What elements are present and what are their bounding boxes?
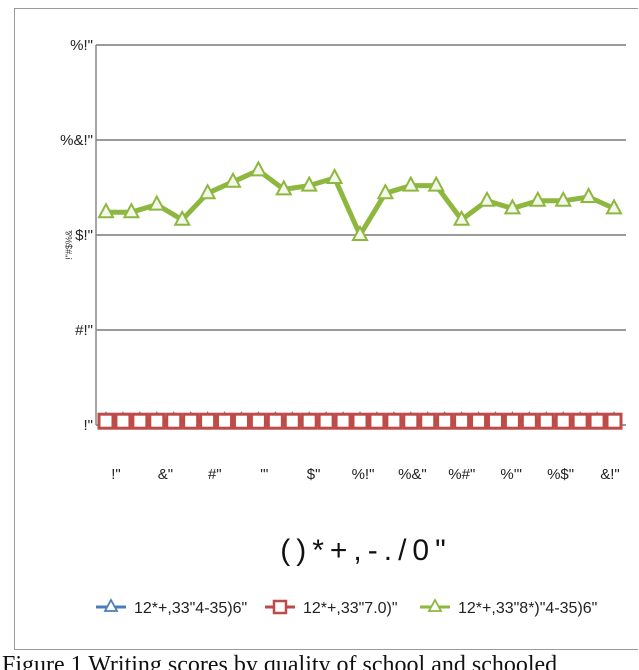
x-tick-label: %!"	[352, 466, 375, 483]
data-point	[579, 186, 598, 203]
x-tick-label: %$"	[547, 466, 574, 483]
data-point	[283, 412, 301, 430]
data-point	[165, 412, 183, 430]
legend: 12*+,33"4-35)6" 12*+,33"7.0)" 12*+,33"8*)"…	[96, 598, 597, 617]
series	[97, 160, 623, 430]
legend-item: 12*+,33"8*)"4-35)6"	[420, 598, 597, 617]
legend-swatch-marker	[103, 598, 119, 612]
data-point	[452, 209, 471, 226]
data-point	[275, 179, 293, 196]
y-tick-label: %!"	[70, 37, 93, 54]
data-point	[122, 202, 141, 219]
y-tick-labels: !" #!" $!" %&!" %!"	[60, 37, 93, 434]
data-point	[503, 198, 522, 215]
data-point	[503, 412, 521, 430]
data-point	[368, 412, 386, 430]
data-point	[376, 183, 395, 200]
data-point	[385, 412, 403, 430]
figure-caption: Figure 1 Writing scores by quality of sc…	[2, 652, 558, 670]
legend-label: 12*+,33"7.0)"	[303, 600, 398, 617]
legend-swatch-marker	[427, 598, 443, 612]
data-point	[148, 412, 166, 430]
series-3	[97, 160, 623, 241]
legend-label: 12*+,33"4-35)6"	[134, 600, 247, 617]
x-axis-label: ()*+,-./0"	[280, 534, 452, 567]
data-point	[300, 175, 318, 192]
x-tick-label: &!"	[600, 466, 620, 483]
data-point	[182, 412, 200, 430]
y-tick-label: #!"	[75, 322, 93, 339]
data-point	[529, 190, 547, 207]
data-point	[300, 412, 318, 430]
x-tick-label: %&"	[398, 466, 427, 483]
data-point	[478, 190, 496, 207]
data-point	[571, 412, 589, 430]
data-point	[588, 412, 606, 430]
figure-caption-strip: Figure 1 Writing scores by quality of sc…	[0, 648, 639, 670]
x-tick-label: &"	[158, 466, 173, 483]
data-point	[97, 202, 115, 219]
data-point	[351, 412, 369, 430]
data-point	[351, 224, 369, 241]
data-point	[537, 412, 555, 430]
data-point	[334, 412, 352, 430]
data-point	[605, 198, 623, 215]
data-point	[554, 190, 572, 207]
x-tick-labels: !" &" #" '" $" %!" %&" %#" %'" %$" &!"	[111, 466, 620, 483]
data-point	[148, 194, 166, 211]
legend-swatch-marker	[272, 599, 288, 615]
y-tick-label: %&!"	[60, 132, 93, 149]
data-point	[131, 412, 149, 430]
line-chart: !" #!" $!" %&!" %!" !" &" #" '" $" %!" %&" %#" %'" %$…	[60, 37, 626, 617]
legend-item: 12*+,33"7.0)"	[265, 599, 398, 617]
data-point	[224, 171, 242, 188]
data-point	[453, 412, 471, 430]
data-point	[419, 412, 437, 430]
data-point	[249, 160, 268, 177]
data-point	[427, 175, 445, 192]
data-point	[325, 167, 344, 184]
x-tick-label: %'"	[500, 466, 522, 483]
x-tick-label: !"	[111, 466, 121, 483]
data-point	[486, 412, 504, 430]
y-tick-label: !"	[84, 417, 94, 434]
data-point	[317, 412, 335, 430]
data-point	[198, 183, 217, 200]
legend-label: 12*+,33"8*)"4-35)6"	[458, 600, 597, 617]
data-point	[199, 412, 217, 430]
data-point	[402, 175, 420, 192]
data-point	[114, 412, 132, 430]
x-tick-label: %#"	[448, 466, 475, 483]
data-point	[436, 412, 454, 430]
data-point	[402, 412, 420, 430]
x-tick-label: #"	[208, 466, 222, 483]
data-point	[266, 412, 284, 430]
data-point	[520, 412, 538, 430]
data-point	[232, 412, 250, 430]
x-tick-label: $"	[307, 466, 321, 483]
data-point	[470, 412, 488, 430]
data-point	[605, 412, 623, 430]
data-point	[216, 412, 234, 430]
y-tick-label: $!"	[75, 227, 93, 244]
series-2	[97, 412, 623, 430]
data-point	[554, 412, 572, 430]
data-point	[173, 209, 191, 226]
chart-frame	[14, 8, 638, 650]
data-point	[97, 412, 115, 430]
legend-item: 12*+,33"4-35)6"	[96, 598, 247, 617]
x-tick-label: '"	[260, 466, 268, 483]
y-axis-label: !"#$%&	[64, 230, 74, 260]
data-point	[249, 412, 267, 430]
